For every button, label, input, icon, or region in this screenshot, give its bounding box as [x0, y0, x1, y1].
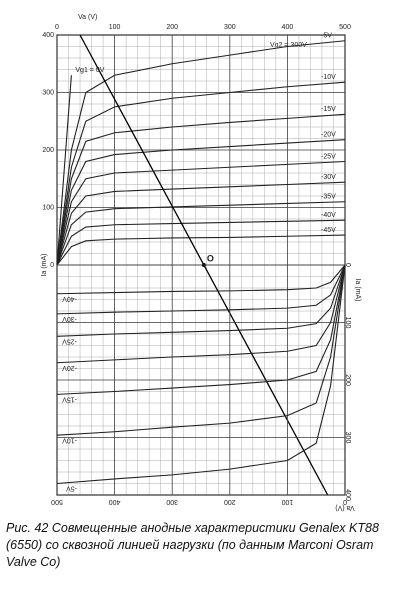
- series-label: -20V: [62, 364, 77, 371]
- curve: [56, 181, 346, 266]
- x-tick-label: 500: [339, 24, 351, 31]
- series-label: -30V: [321, 174, 336, 181]
- x-tick-label: 100: [281, 498, 293, 505]
- curve: [56, 264, 346, 485]
- x-tick-label: 300: [166, 498, 178, 505]
- y-tick-label: 0: [50, 262, 54, 269]
- vg2-note: Vg2 = 300V: [270, 42, 307, 49]
- series-label: -40V: [62, 295, 77, 302]
- series-label: -30V: [62, 315, 77, 322]
- curve: [56, 160, 346, 266]
- curve: [56, 264, 346, 436]
- x-tick-label: 400: [282, 24, 294, 31]
- curve: [56, 40, 346, 266]
- right-y-label: Ia (mA): [354, 279, 361, 302]
- left-y-label: Ia (mA): [41, 254, 48, 277]
- curve: [56, 113, 346, 266]
- series-label: -5V: [66, 485, 77, 492]
- curve: [56, 81, 346, 266]
- series-label: -25V: [62, 337, 77, 344]
- series-label: Vg1 = 0V: [75, 67, 104, 74]
- curve: [56, 264, 346, 337]
- x-tick-label: 200: [224, 498, 236, 505]
- y-tick-label: 300: [344, 432, 351, 444]
- series-label: -25V: [321, 153, 336, 160]
- curve: [56, 75, 72, 266]
- series-label: -40V: [321, 212, 336, 219]
- series-label: -15V: [321, 106, 336, 113]
- caption: Рис. 42 Совмещенные анодные характеристи…: [6, 521, 379, 569]
- y-tick-label: 200: [344, 374, 351, 386]
- x-tick-label: 500: [51, 498, 63, 505]
- curve: [56, 264, 346, 364]
- x-tick-label: 300: [224, 24, 236, 31]
- y-tick-label: 400: [344, 489, 351, 501]
- top-x-label: Va (V): [78, 14, 97, 21]
- curve: [56, 219, 346, 266]
- series-label: -35V: [321, 194, 336, 201]
- operating-point-label: O: [207, 253, 214, 263]
- x-tick-label: 0: [55, 24, 59, 31]
- y-tick-label: 100: [42, 204, 54, 211]
- y-tick-label: 0: [344, 263, 351, 267]
- series-label: -15V: [62, 396, 77, 403]
- y-tick-label: 400: [42, 32, 54, 39]
- curve: [56, 139, 346, 266]
- x-tick-label: 400: [109, 498, 121, 505]
- chart: Va (V) Ia (mA) Ia (mA) Va (V) Vg2 = 300V…: [41, 14, 361, 511]
- series-label: -45V: [321, 227, 336, 234]
- series-label: -10V: [62, 436, 77, 443]
- series-label: -20V: [321, 131, 336, 138]
- curve: [56, 201, 346, 266]
- series-label: -10V: [321, 74, 336, 81]
- x-tick-label: 100: [109, 24, 121, 31]
- x-tick-label: 200: [166, 24, 178, 31]
- series-label: -5V: [321, 33, 332, 40]
- x-tick-label: 0: [343, 498, 347, 505]
- y-tick-label: 100: [344, 317, 351, 329]
- bottom-x-label: Va (V): [335, 504, 354, 511]
- curve: [56, 234, 346, 266]
- y-tick-label: 300: [42, 89, 54, 96]
- curve: [56, 264, 346, 395]
- y-tick-label: 200: [42, 147, 54, 154]
- curve: [56, 264, 346, 315]
- curve: [56, 264, 346, 295]
